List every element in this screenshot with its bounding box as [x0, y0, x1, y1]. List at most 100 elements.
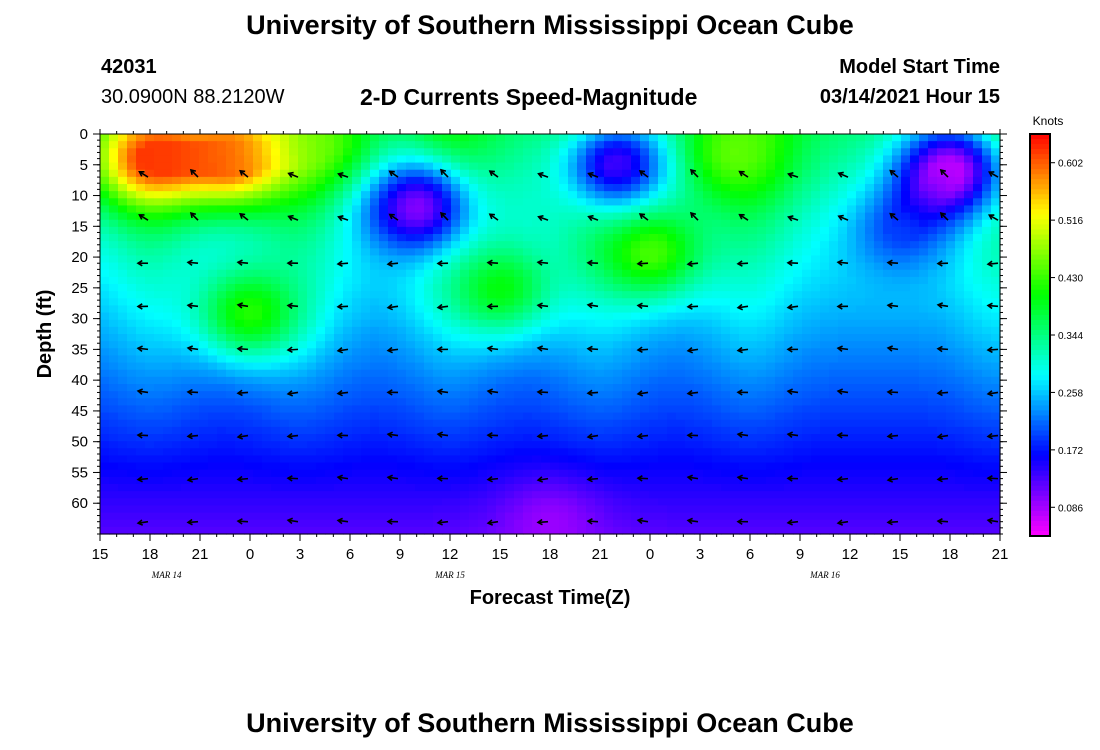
heatmap-cell: [694, 469, 704, 478]
heatmap-cell: [874, 426, 884, 435]
heatmap-cell: [352, 434, 362, 442]
heatmap-cell: [793, 212, 803, 221]
heatmap-cell: [829, 212, 839, 221]
heatmap-cell: [379, 148, 389, 157]
heatmap-cell: [352, 412, 362, 421]
heatmap-cell: [325, 262, 335, 271]
heatmap-cell: [757, 326, 767, 335]
heatmap-cell: [397, 169, 407, 178]
heatmap-cell: [289, 248, 299, 257]
heatmap-cell: [415, 184, 425, 192]
heatmap-cell: [271, 319, 281, 328]
heatmap-cell: [307, 184, 317, 192]
heatmap-cell: [505, 212, 515, 221]
heatmap-cell: [406, 134, 416, 142]
heatmap-cell: [550, 284, 560, 292]
heatmap-cell: [703, 276, 713, 285]
heatmap-cell: [892, 234, 902, 242]
heatmap-cell: [613, 405, 623, 414]
heatmap-cell: [811, 198, 821, 207]
heatmap-cell: [478, 448, 488, 457]
heatmap-cell: [730, 369, 740, 378]
heatmap-cell: [415, 441, 425, 449]
heatmap-cell: [838, 469, 848, 478]
heatmap-cell: [766, 476, 776, 485]
heatmap-cell: [145, 426, 155, 435]
heatmap-cell: [181, 491, 191, 499]
heatmap-cell: [820, 355, 830, 364]
heatmap-cell: [712, 169, 722, 178]
heatmap-cell: [163, 419, 173, 428]
heatmap-cell: [523, 269, 533, 278]
heatmap-cell: [694, 369, 704, 378]
heatmap-cell: [784, 491, 794, 499]
heatmap-cell: [532, 184, 542, 192]
heatmap-cell: [865, 362, 875, 371]
heatmap-cell: [559, 234, 569, 242]
heatmap-cell: [802, 391, 812, 399]
heatmap-cell: [892, 526, 902, 535]
heatmap-cell: [370, 434, 380, 442]
heatmap-cell: [865, 462, 875, 471]
heatmap-cell: [631, 426, 641, 435]
heatmap-cell: [316, 205, 326, 214]
heatmap-cell: [109, 191, 119, 199]
heatmap-cell: [460, 219, 470, 228]
heatmap-cell: [100, 141, 110, 149]
heatmap-cell: [712, 284, 722, 292]
heatmap-cell: [442, 326, 452, 335]
heatmap-cell: [703, 455, 713, 464]
heatmap-cell: [775, 341, 785, 349]
heatmap-cell: [757, 184, 767, 192]
heatmap-cell: [406, 219, 416, 228]
heatmap-cell: [802, 148, 812, 157]
heatmap-cell: [460, 412, 470, 421]
heatmap-cell: [640, 362, 650, 371]
heatmap-cell: [235, 284, 245, 292]
heatmap-cell: [820, 276, 830, 285]
heatmap-cell: [415, 334, 425, 342]
heatmap-cell: [568, 176, 578, 185]
heatmap-cell: [676, 162, 686, 171]
heatmap-cell: [658, 398, 668, 407]
heatmap-cell: [307, 205, 317, 214]
heatmap-cell: [784, 205, 794, 214]
heatmap-cell: [811, 405, 821, 414]
heatmap-cell: [523, 476, 533, 485]
heatmap-cell: [892, 462, 902, 471]
heatmap-cell: [883, 298, 893, 307]
heatmap-cell: [136, 205, 146, 214]
heatmap-cell: [289, 362, 299, 371]
heatmap-cell: [631, 269, 641, 278]
heatmap-cell: [145, 369, 155, 378]
heatmap-cell: [586, 491, 596, 499]
heatmap-cell: [793, 284, 803, 292]
heatmap-cell: [658, 291, 668, 299]
heatmap-cell: [289, 162, 299, 171]
heatmap-cell: [838, 219, 848, 228]
heatmap-cell: [172, 334, 182, 342]
heatmap-cell: [163, 512, 173, 521]
heatmap-cell: [316, 498, 326, 507]
heatmap-cell: [307, 505, 317, 514]
heatmap-cell: [244, 441, 254, 449]
heatmap-cell: [379, 162, 389, 171]
heatmap-cell: [595, 298, 605, 307]
heatmap-cell: [388, 134, 398, 142]
heatmap-cell: [235, 234, 245, 242]
heatmap-cell: [397, 498, 407, 507]
heatmap-cell: [424, 319, 434, 328]
heatmap-cell: [235, 462, 245, 471]
heatmap-cell: [559, 141, 569, 149]
heatmap-cell: [460, 448, 470, 457]
heatmap-cell: [667, 176, 677, 185]
heatmap-cell: [532, 419, 542, 428]
heatmap-cell: [838, 476, 848, 485]
heatmap-cell: [442, 312, 452, 321]
heatmap-cell: [478, 191, 488, 199]
heatmap-cell: [289, 519, 299, 528]
heatmap-cell: [352, 505, 362, 514]
heatmap-cell: [514, 505, 524, 514]
heatmap-cell: [892, 341, 902, 349]
heatmap-cell: [109, 434, 119, 442]
